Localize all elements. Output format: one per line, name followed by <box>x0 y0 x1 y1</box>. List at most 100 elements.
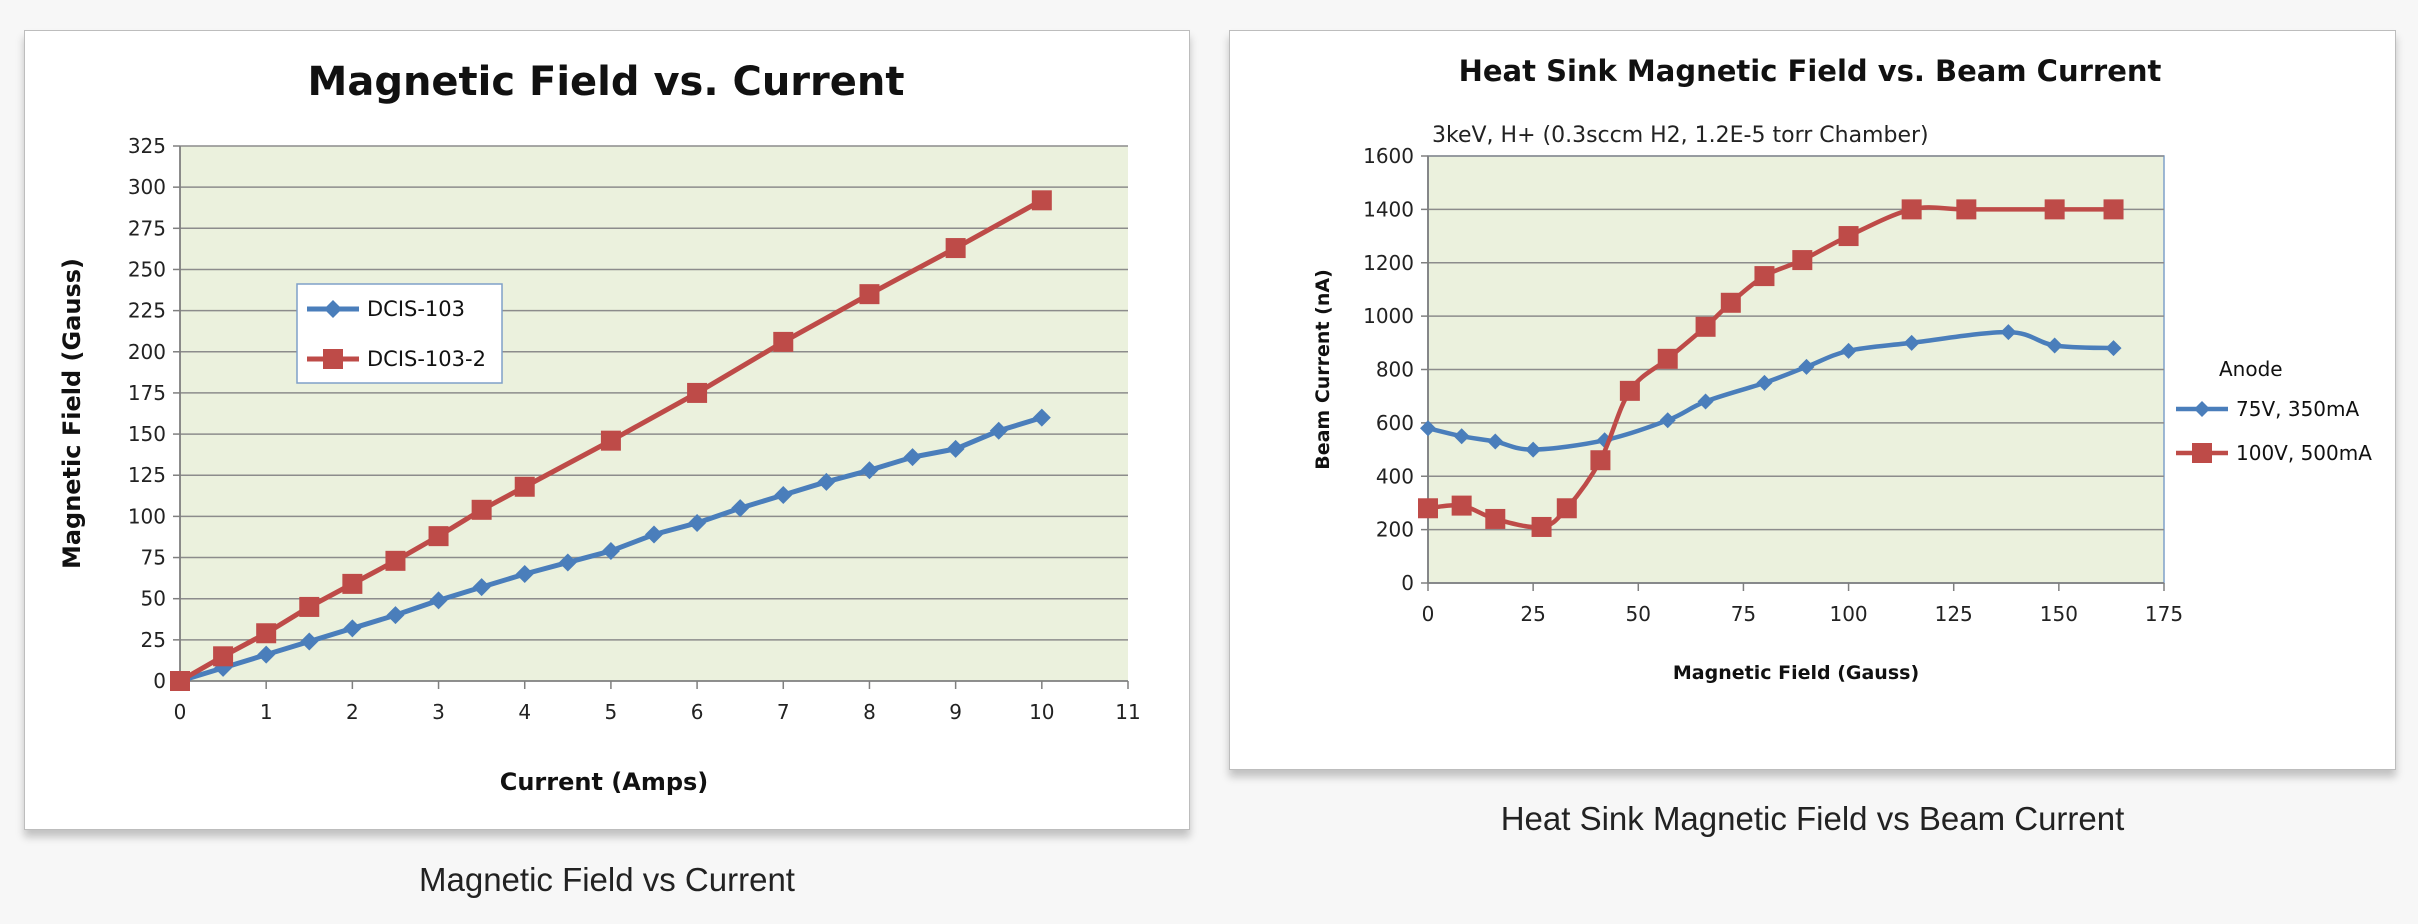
data-point <box>600 430 621 451</box>
data-point <box>1903 334 1920 351</box>
y-tick-label: 600 <box>1376 411 1414 435</box>
legend-swatch-marker <box>2192 443 2212 463</box>
data-point <box>989 421 1008 440</box>
x-tick-label: 150 <box>2040 602 2078 626</box>
series-dcis-103-2 <box>170 190 1052 691</box>
x-tick-label: 9 <box>949 700 962 724</box>
x-axis-label: Current (Amps) <box>500 768 709 796</box>
legend-swatch-marker <box>2194 401 2210 417</box>
series-100v-500ma <box>1418 199 2124 537</box>
data-point <box>1792 250 1813 271</box>
x-tick-label: 6 <box>691 700 704 724</box>
x-tick-label: 50 <box>1626 602 1651 626</box>
data-point <box>731 499 750 518</box>
legend-label: 100V, 500mA <box>2236 441 2372 465</box>
x-axis-label: Magnetic Field (Gauss) <box>1673 662 1919 684</box>
data-point <box>945 238 966 259</box>
y-tick-label: 150 <box>128 422 166 446</box>
data-point <box>687 382 708 403</box>
data-point <box>1840 342 1857 359</box>
data-point <box>1451 495 1472 516</box>
legend-label: DCIS-103-2 <box>367 347 486 371</box>
y-tick-label: 0 <box>1401 571 1414 595</box>
y-tick-label: 400 <box>1376 464 1414 488</box>
y-tick-label: 175 <box>128 381 166 405</box>
y-tick-label: 200 <box>1376 518 1414 542</box>
legend-swatch-marker <box>324 300 342 318</box>
data-point <box>2103 199 2124 220</box>
y-tick-label: 325 <box>128 134 166 158</box>
data-point <box>386 606 405 625</box>
data-point <box>817 472 836 491</box>
x-tick-label: 100 <box>1829 602 1867 626</box>
y-axis-label: Beam Current (nA) <box>1312 269 1334 470</box>
y-tick-label: 1400 <box>1363 197 1414 221</box>
y-tick-label: 200 <box>128 340 166 364</box>
y-tick-label: 125 <box>128 463 166 487</box>
data-point <box>859 284 880 305</box>
data-point <box>170 671 190 691</box>
x-tick-label: 3 <box>432 700 445 724</box>
data-point <box>1754 266 1775 287</box>
y-tick-label: 100 <box>128 504 166 528</box>
data-point <box>1556 498 1577 519</box>
data-point <box>2105 340 2122 357</box>
y-tick-label: 275 <box>128 216 166 240</box>
legend-label: 75V, 350mA <box>2236 397 2360 421</box>
x-tick-label: 175 <box>2145 602 2183 626</box>
legend: Anode 75V, 350mA 100V, 500mA <box>2176 357 2372 465</box>
y-tick-label: 0 <box>153 669 166 693</box>
legend-swatch-marker <box>323 349 343 369</box>
data-point <box>343 619 362 638</box>
data-point <box>1590 450 1611 471</box>
caption-chart-1: Magnetic Field vs Current <box>419 861 795 898</box>
data-point <box>472 578 491 597</box>
series-75v-350ma <box>1420 324 2122 458</box>
y-tick-label: 25 <box>141 628 166 652</box>
data-point <box>1901 199 1922 220</box>
x-tick-label: 0 <box>1422 602 1435 626</box>
data-point <box>385 550 406 571</box>
chart-title: Magnetic Field vs. Current <box>308 59 905 105</box>
data-point <box>300 632 319 651</box>
data-point <box>1798 358 1815 375</box>
data-point <box>688 513 707 532</box>
data-point <box>1525 441 1542 458</box>
y-tick-label: 1600 <box>1363 144 1414 168</box>
data-point <box>903 448 922 467</box>
data-point <box>1619 380 1640 401</box>
data-point <box>774 485 793 504</box>
chart-title: Heat Sink Magnetic Field vs. Beam Curren… <box>1459 54 2162 88</box>
data-point <box>1659 412 1676 429</box>
data-point <box>773 331 794 352</box>
x-tick-label: 25 <box>1520 602 1545 626</box>
data-point <box>1697 393 1714 410</box>
x-tick-label: 7 <box>777 700 790 724</box>
x-tick-label: 1 <box>260 700 273 724</box>
x-tick-label: 4 <box>518 700 531 724</box>
y-tick-label: 75 <box>141 546 166 570</box>
y-tick-label: 50 <box>141 587 166 611</box>
data-point <box>645 525 663 544</box>
data-point <box>1420 420 1436 437</box>
data-point <box>601 541 620 560</box>
data-point <box>1531 516 1552 537</box>
data-point <box>256 623 277 644</box>
caption-chart-2: Heat Sink Magnetic Field vs Beam Current <box>1500 800 2125 837</box>
data-point <box>257 645 276 664</box>
data-point <box>429 591 448 610</box>
legend: DCIS-103 DCIS-103-2 <box>296 283 503 384</box>
y-tick-label: 250 <box>128 257 166 281</box>
data-point <box>860 461 879 480</box>
data-point <box>428 526 449 547</box>
chart-subtitle: 3keV, H+ (0.3sccm H2, 1.2E-5 torr Chambe… <box>1432 123 1929 148</box>
data-point <box>1487 433 1504 450</box>
data-point <box>1695 316 1716 337</box>
x-tick-label: 5 <box>605 700 618 724</box>
data-point <box>1838 226 1859 247</box>
data-point <box>1418 498 1438 519</box>
x-tick-label: 2 <box>346 700 359 724</box>
data-point <box>471 499 492 520</box>
y-axis-label: Magnetic Field (Gauss) <box>58 258 86 569</box>
